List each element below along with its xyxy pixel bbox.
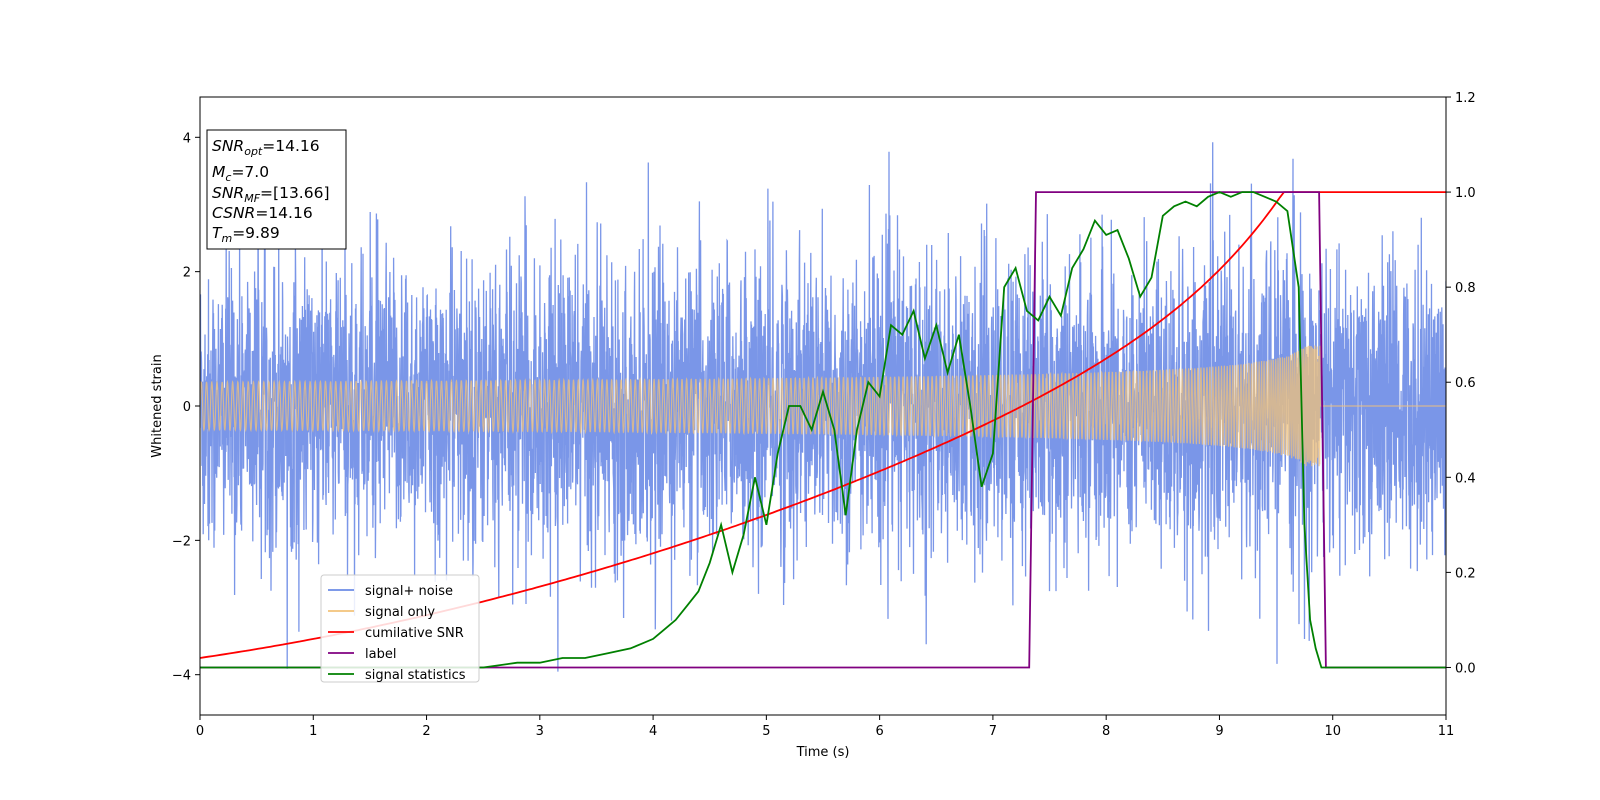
- x-tick-label: 5: [762, 724, 770, 739]
- y-left-tick-label: 2: [183, 266, 191, 281]
- x-tick-label: 4: [649, 724, 657, 739]
- x-tick-label: 6: [875, 724, 883, 739]
- legend-label: signal statistics: [365, 668, 466, 683]
- legend-label: signal+ noise: [365, 584, 453, 599]
- x-tick-label: 3: [536, 724, 544, 739]
- info-snr-opt: SNRopt=14.16: [212, 137, 320, 158]
- info-mc: Mc=7.0: [212, 163, 269, 184]
- x-tick-label: 7: [989, 724, 997, 739]
- y-right-tick-label: 0.2: [1455, 566, 1476, 581]
- y-right-tick-label: 0.0: [1455, 661, 1476, 676]
- y-right-tick-label: 0.4: [1455, 471, 1476, 486]
- series-signal-statistics: [200, 191, 1446, 669]
- x-tick-label: 10: [1324, 724, 1341, 739]
- y-axis-left: −4 −2 0 2 4: [172, 131, 200, 684]
- y-left-tick-label: −4: [172, 669, 191, 684]
- x-tick-label: 1: [309, 724, 317, 739]
- y-axis-right: 0.0 0.2 0.4 0.6 0.8 1.0 1.2: [1446, 91, 1476, 676]
- x-tick-label: 11: [1438, 724, 1455, 739]
- legend: signal+ noise signal only cumilative SNR la…: [320, 574, 480, 683]
- y-left-tick-label: 4: [183, 131, 191, 146]
- y-right-tick-label: 1.2: [1455, 91, 1476, 106]
- x-tick-label: 9: [1215, 724, 1223, 739]
- x-tick-label: 8: [1102, 724, 1110, 739]
- y-right-tick-label: 0.6: [1455, 376, 1476, 391]
- x-axis-label: Time (s): [796, 745, 850, 760]
- info-box-frame: [206, 129, 347, 250]
- x-tick-label: 2: [422, 724, 430, 739]
- y-left-tick-label: −2: [172, 534, 191, 549]
- info-tm: Tm=9.89: [212, 224, 280, 245]
- x-axis: 0 1 2 3 4 5 6 7 8 9 10 11: [196, 715, 1454, 739]
- info-snr-mf: SNRMF=[13.66]: [212, 184, 330, 205]
- legend-label: signal only: [365, 605, 435, 620]
- legend-label: label: [365, 647, 396, 662]
- info-csnr: CSNR=14.16: [212, 204, 313, 222]
- legend-label: cumilative SNR: [365, 626, 464, 641]
- y-right-tick-label: 0.8: [1455, 281, 1476, 296]
- series-signal-only: [200, 345, 1446, 467]
- info-box: SNRopt=14.16 Mc=7.0 SNRMF=[13.66] CSNR=1…: [206, 129, 347, 250]
- legend-frame: [320, 574, 480, 683]
- y-left-tick-label: 0: [183, 400, 191, 415]
- y-right-tick-label: 1.0: [1455, 186, 1476, 201]
- x-tick-label: 0: [196, 724, 204, 739]
- y-axis-label: Whitened strain: [150, 354, 165, 457]
